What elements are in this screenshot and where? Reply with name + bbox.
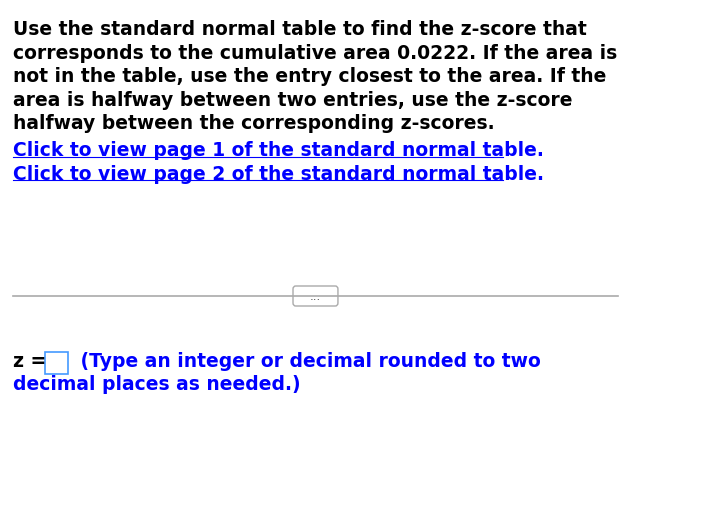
Text: area is halfway between two entries, use the z-score: area is halfway between two entries, use…	[13, 90, 572, 109]
Text: Click to view page 2 of the standard normal table.: Click to view page 2 of the standard nor…	[13, 165, 543, 184]
Text: (Type an integer or decimal rounded to two: (Type an integer or decimal rounded to t…	[74, 351, 541, 370]
Text: not in the table, use the entry closest to the area. If the: not in the table, use the entry closest …	[13, 67, 606, 86]
Text: halfway between the corresponding z-scores.: halfway between the corresponding z-scor…	[13, 114, 494, 133]
Text: z =: z =	[13, 351, 53, 370]
Text: Use the standard normal table to find the z-score that: Use the standard normal table to find th…	[13, 20, 586, 39]
Text: decimal places as needed.): decimal places as needed.)	[13, 375, 300, 394]
Text: corresponds to the cumulative area 0.0222. If the area is: corresponds to the cumulative area 0.022…	[13, 43, 617, 63]
FancyBboxPatch shape	[293, 287, 338, 306]
Text: ...: ...	[310, 289, 321, 302]
Text: Click to view page 1 of the standard normal table.: Click to view page 1 of the standard nor…	[13, 141, 543, 160]
FancyBboxPatch shape	[45, 352, 68, 374]
